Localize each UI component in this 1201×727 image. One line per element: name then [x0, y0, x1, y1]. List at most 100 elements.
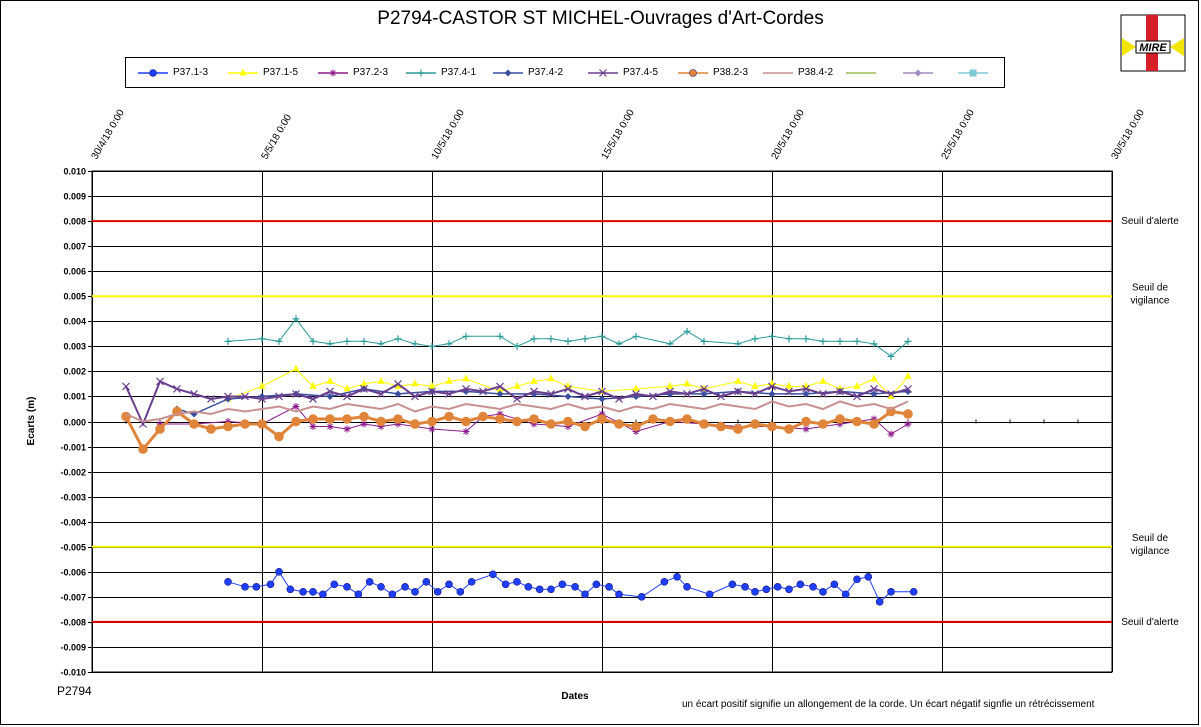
legend-label: P37.1-5: [263, 67, 299, 78]
data-point: [326, 392, 334, 400]
legend-item: P37.1-5: [226, 58, 298, 87]
data-point: [689, 69, 697, 77]
legend-item: [844, 58, 878, 87]
data-point: [969, 69, 977, 77]
data-point: [292, 390, 300, 398]
data-point: [614, 419, 624, 429]
data-point: [266, 580, 275, 589]
series-P37.1-3: [224, 567, 918, 606]
data-point: [547, 585, 555, 594]
data-point: [762, 585, 771, 594]
data-point: [598, 332, 606, 340]
data-point: [914, 69, 922, 77]
data-point: [530, 335, 538, 343]
data-point: [700, 337, 708, 345]
data-point: [751, 381, 759, 389]
data-point: [683, 327, 691, 335]
data-point: [598, 395, 606, 403]
data-point: [239, 68, 247, 76]
data-point: [734, 387, 742, 396]
data-point: [563, 416, 573, 427]
data-point: [773, 583, 782, 591]
data-point: [330, 580, 339, 589]
data-point: [291, 416, 301, 427]
data-point: [121, 411, 131, 422]
data-point: [535, 585, 544, 594]
data-point: [819, 337, 827, 345]
data-point: [138, 444, 148, 454]
data-point: [599, 69, 607, 77]
data-point: [836, 387, 844, 396]
data-point: [870, 385, 878, 393]
data-point: [343, 583, 351, 591]
data-point: [903, 409, 913, 419]
data-point: [326, 376, 334, 384]
data-point: [489, 570, 497, 579]
data-point: [631, 421, 641, 432]
data-point: [496, 386, 504, 394]
data-point: [904, 385, 912, 393]
data-point: [252, 583, 261, 591]
legend-label: P38.4-2: [798, 67, 834, 78]
legend-swatch: [228, 68, 258, 76]
data-point: [428, 342, 436, 350]
data-point: [326, 387, 334, 396]
data-point: [394, 420, 402, 428]
data-point: [819, 588, 827, 596]
data-point: [308, 414, 318, 424]
data-point: [149, 69, 157, 77]
data-point: [598, 410, 606, 418]
y-tick-label: -0.010: [60, 668, 86, 678]
data-point: [258, 335, 266, 343]
data-point: [376, 416, 386, 427]
data-point: [393, 414, 403, 424]
x-tick-label: 30/5/18 0:00: [1110, 107, 1148, 161]
y-tick-label: -0.008: [60, 618, 86, 628]
data-point: [660, 578, 669, 586]
data-point: [462, 428, 470, 436]
data-point: [417, 69, 425, 77]
data-point: [478, 411, 488, 422]
series-line: [125, 400, 909, 423]
data-point: [512, 416, 522, 427]
legend-label: P37.4-5: [623, 67, 659, 78]
data-point: [796, 580, 805, 589]
data-point: [637, 593, 646, 601]
data-point: [751, 335, 759, 343]
legend-label: P37.4-2: [528, 67, 564, 78]
series-P37.4-5: [122, 377, 912, 428]
data-point: [887, 430, 895, 438]
data-point: [422, 578, 431, 586]
data-point: [904, 420, 912, 428]
data-point: [666, 387, 674, 396]
data-point: [700, 385, 708, 393]
data-point: [802, 425, 810, 433]
data-point: [632, 428, 640, 436]
data-point: [377, 583, 385, 591]
data-point: [615, 340, 623, 348]
data-point: [189, 419, 199, 429]
data-point: [581, 590, 589, 599]
data-point: [564, 385, 572, 393]
data-point: [360, 385, 368, 393]
data-point: [802, 390, 810, 398]
data-point: [462, 332, 470, 340]
y-tick-label: 0.006: [63, 267, 86, 277]
data-point: [388, 590, 397, 599]
data-point: [394, 335, 402, 343]
legend-swatch: [406, 69, 436, 77]
chart-footnote: un écart positif signifie un allongement…: [682, 699, 1095, 710]
data-point: [683, 583, 691, 591]
data-point: [292, 315, 300, 323]
data-point: [836, 337, 844, 345]
data-point: [354, 590, 363, 599]
data-point: [734, 340, 742, 348]
data-point: [156, 420, 164, 428]
data-point: [819, 376, 827, 384]
data-point: [445, 390, 453, 398]
legend-item: [956, 58, 990, 87]
legend-swatch: [588, 69, 618, 77]
legend-item: P37.4-2: [491, 58, 563, 87]
data-point: [751, 390, 759, 398]
